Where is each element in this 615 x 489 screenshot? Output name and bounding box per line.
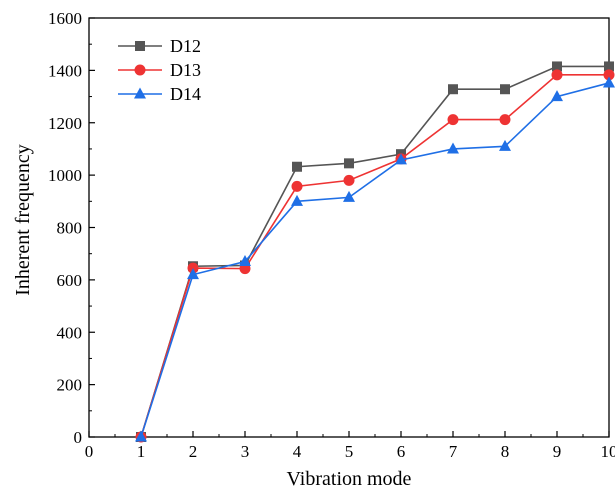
data-point <box>291 194 303 206</box>
legend: D12 D13 D14 <box>118 36 201 104</box>
x-tick-label: 4 <box>293 442 302 461</box>
y-tick-label: 1600 <box>48 9 82 28</box>
y-axis: 0 200 400 600 800 1000 1200 1400 1600 <box>48 9 95 447</box>
x-tick-label: 7 <box>449 442 458 461</box>
data-point <box>499 139 511 151</box>
series-d14 <box>135 76 615 442</box>
legend-label: D13 <box>170 60 201 80</box>
legend-marker <box>134 87 146 99</box>
y-tick-label: 400 <box>57 323 83 342</box>
x-tick-label: 1 <box>137 442 146 461</box>
y-axis-label: Inherent frequency <box>12 144 34 296</box>
y-tick-label: 1200 <box>48 114 82 133</box>
legend-label: D14 <box>170 84 201 104</box>
data-point <box>604 61 614 72</box>
data-point <box>551 90 563 102</box>
x-tick-label: 2 <box>189 442 198 461</box>
data-point <box>239 255 251 267</box>
plot-area <box>88 17 610 438</box>
series-line <box>140 74 609 438</box>
data-point <box>187 262 199 274</box>
legend-marker <box>134 64 146 76</box>
data-point <box>395 153 407 165</box>
legend-item: D12 <box>118 36 201 56</box>
data-point <box>135 430 147 442</box>
legend-item: D14 <box>118 84 201 104</box>
x-tick-label: 0 <box>85 442 94 461</box>
data-point <box>499 114 511 126</box>
legend-item: D13 <box>118 60 201 80</box>
x-tick-label: 10 <box>601 442 615 461</box>
legend-marker <box>135 41 145 51</box>
data-point <box>447 114 459 126</box>
y-tick-label: 800 <box>57 219 83 238</box>
x-tick-label: 6 <box>397 442 406 461</box>
y-tick-label: 1000 <box>48 166 82 185</box>
data-point <box>603 76 615 88</box>
x-tick-label: 8 <box>501 442 510 461</box>
data-point <box>343 190 355 202</box>
y-tick-label: 1400 <box>48 61 82 80</box>
y-tick-label: 0 <box>74 428 83 447</box>
data-point <box>344 158 354 169</box>
x-tick-label: 3 <box>241 442 250 461</box>
data-point <box>187 268 199 280</box>
y-tick-label: 200 <box>57 376 83 395</box>
plot-frame <box>88 17 610 438</box>
data-point <box>343 174 355 186</box>
series-line <box>140 82 610 438</box>
x-tick-label: 9 <box>553 442 562 461</box>
series-d13 <box>135 69 615 443</box>
series-layer <box>135 61 615 443</box>
series-d12 <box>136 61 614 442</box>
data-point <box>291 180 303 192</box>
data-point <box>551 69 563 81</box>
data-point <box>447 142 459 154</box>
y-tick-label: 600 <box>57 271 83 290</box>
data-point <box>448 84 458 95</box>
data-point <box>292 161 302 172</box>
legend-label: D12 <box>170 36 201 56</box>
x-axis: 0 1 2 3 4 5 6 7 8 9 10 <box>85 431 615 461</box>
series-line <box>140 65 609 438</box>
x-axis-label: Vibration mode <box>287 468 412 489</box>
data-point <box>500 84 510 95</box>
x-tick-label: 5 <box>345 442 354 461</box>
data-point <box>552 61 562 72</box>
data-point <box>603 69 615 81</box>
